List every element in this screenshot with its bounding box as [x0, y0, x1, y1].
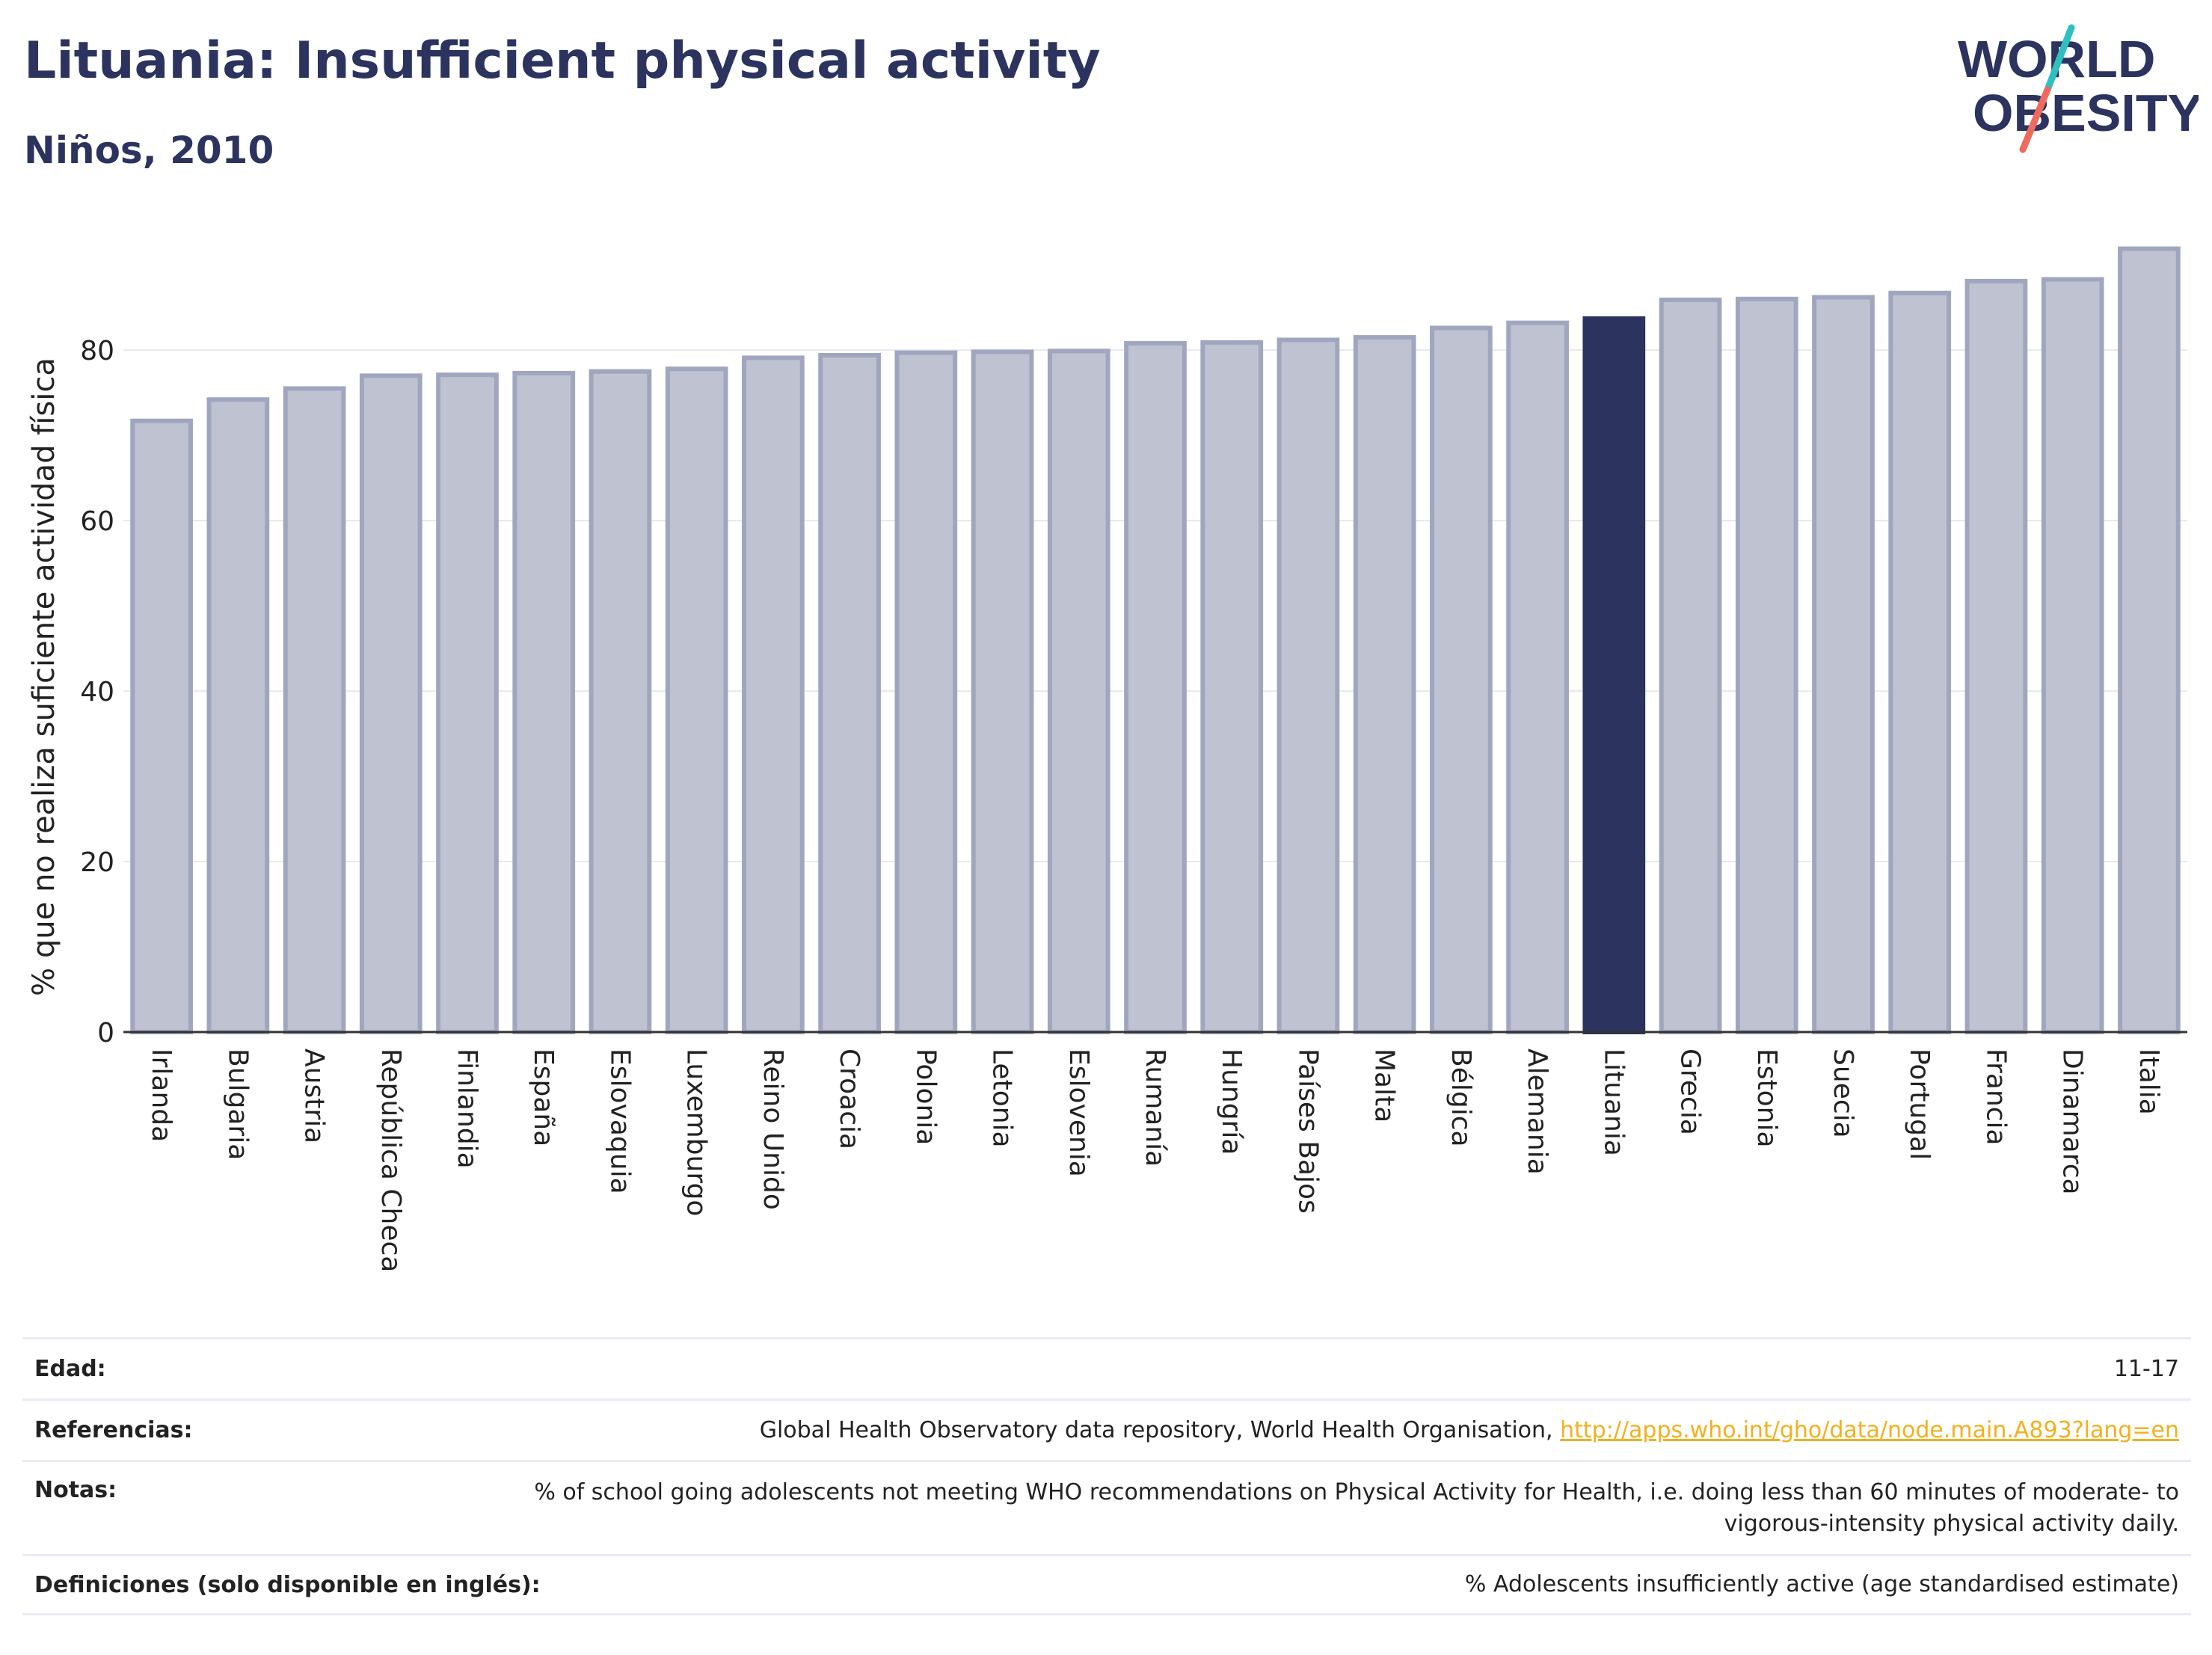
- bar: [971, 349, 1034, 1034]
- bar: [1582, 316, 1646, 1034]
- definiciones-value: % Adolescents insufficiently active (age…: [1464, 1571, 2179, 1597]
- bar: [206, 397, 270, 1034]
- x-tick-label: Reino Unido: [758, 1048, 788, 1210]
- x-tick-label: Finlandia: [452, 1048, 482, 1169]
- x-tick-label: Portugal: [1904, 1048, 1935, 1160]
- edad-label: Edad:: [34, 1356, 106, 1382]
- bar: [436, 372, 499, 1034]
- chart-title: Lituania: Insufficient physical activity: [24, 31, 1101, 90]
- bar: [1506, 320, 1569, 1034]
- bar: [283, 386, 346, 1034]
- bar: [2041, 277, 2104, 1034]
- x-tick-label: España: [528, 1048, 559, 1146]
- definiciones-label: Definiciones (solo disponible en inglés)…: [34, 1571, 541, 1598]
- x-tick-label: Suecia: [1828, 1048, 1858, 1138]
- bar: [1964, 278, 2028, 1034]
- info-row-definiciones: Definiciones (solo disponible en inglés)…: [22, 1554, 2191, 1615]
- bar: [512, 370, 576, 1034]
- bar: [1353, 335, 1416, 1034]
- y-tick-labels: 0 20 40 60 80: [80, 336, 114, 1048]
- edad-value: 11-17: [2113, 1355, 2179, 1382]
- bar-chart: 0 20 40 60 80 Irlanda Bulgaria Austria Repúblic…: [27, 246, 2187, 1272]
- logo-text-obesity: OBESITY: [1973, 84, 2199, 142]
- chart-subtitle: Niños, 2010: [24, 129, 274, 172]
- x-tick-label: Hungría: [1216, 1048, 1247, 1155]
- referencias-text: Global Health Observatory data repositor…: [759, 1416, 1553, 1443]
- bar: [665, 366, 728, 1034]
- notas-label: Notas:: [34, 1477, 117, 1503]
- bar: [1735, 296, 1798, 1034]
- info-row-edad: Edad: 11-17: [22, 1337, 2191, 1398]
- x-tick-label: Lituania: [1598, 1048, 1629, 1156]
- x-tick-label: Croacia: [834, 1048, 864, 1149]
- logo-slash-teal: [2044, 24, 2075, 93]
- x-tick-label: Eslovaquia: [604, 1048, 635, 1194]
- bar: [1200, 340, 1264, 1034]
- x-tick-label: Bulgaria: [222, 1048, 253, 1160]
- x-tick-label: Francia: [1980, 1048, 2011, 1146]
- x-tick-label: Países Bajos: [1292, 1048, 1323, 1214]
- x-tick-label: Bélgica: [1446, 1048, 1476, 1147]
- x-tick-label: Grecia: [1675, 1048, 1706, 1135]
- referencias-value: Global Health Observatory data repositor…: [760, 1415, 2179, 1446]
- x-tick-label: Eslovenia: [1063, 1048, 1094, 1177]
- x-tick-labels: Irlanda Bulgaria Austria República Checa Fin…: [146, 1048, 2164, 1272]
- referencias-link[interactable]: http://apps.who.int/gho/data/node.main.A…: [1560, 1416, 2179, 1443]
- bar: [1888, 290, 1952, 1034]
- bar: [894, 350, 958, 1035]
- x-tick-label: República Checa: [375, 1048, 406, 1272]
- y-tick-label: 80: [80, 336, 114, 366]
- bar: [1047, 348, 1110, 1034]
- bar: [359, 373, 423, 1034]
- x-tick-label: Austria: [299, 1048, 330, 1143]
- bar: [742, 355, 805, 1034]
- x-tick-label: Italia: [2133, 1048, 2164, 1115]
- y-tick-label: 60: [80, 506, 114, 537]
- bars: [130, 246, 2181, 1035]
- y-tick-label: 20: [80, 847, 114, 878]
- x-tick-label: Luxemburgo: [681, 1048, 712, 1216]
- x-tick-label: Irlanda: [146, 1048, 176, 1142]
- x-tick-label: Letonia: [987, 1048, 1018, 1148]
- y-tick-label: 0: [97, 1018, 114, 1048]
- bar: [2118, 246, 2181, 1035]
- bar: [818, 353, 881, 1034]
- bar: [1124, 341, 1187, 1034]
- bar: [1430, 325, 1493, 1034]
- notas-value: % of school going adolescents not meetin…: [534, 1479, 2179, 1537]
- x-tick-label: Malta: [1369, 1048, 1400, 1123]
- y-tick-label: 40: [80, 677, 114, 707]
- y-axis-title: % que no realiza suficiente actividad fí…: [27, 357, 61, 996]
- world-obesity-logo: WORLD OBESITY: [1958, 24, 2199, 153]
- info-table: Edad: 11-17 Referencias: Global Health O…: [22, 1337, 2191, 1615]
- bar: [589, 369, 652, 1034]
- bar: [1276, 337, 1340, 1034]
- x-tick-label: Rumanía: [1140, 1048, 1170, 1167]
- bar: [1659, 297, 1722, 1034]
- bar: [130, 418, 193, 1034]
- referencias-label: Referencias:: [34, 1417, 193, 1443]
- bar: [1812, 295, 1875, 1034]
- x-tick-label: Polonia: [910, 1048, 941, 1145]
- x-tick-label: Alemania: [1522, 1048, 1552, 1175]
- x-tick-label: Estonia: [1751, 1048, 1782, 1148]
- x-tick-label: Dinamarca: [2057, 1048, 2088, 1195]
- logo-slash-coral: [2019, 86, 2051, 153]
- info-row-referencias: Referencias: Global Health Observatory d…: [22, 1398, 2191, 1460]
- info-row-notas: Notas: % of school going adolescents not…: [22, 1460, 2191, 1554]
